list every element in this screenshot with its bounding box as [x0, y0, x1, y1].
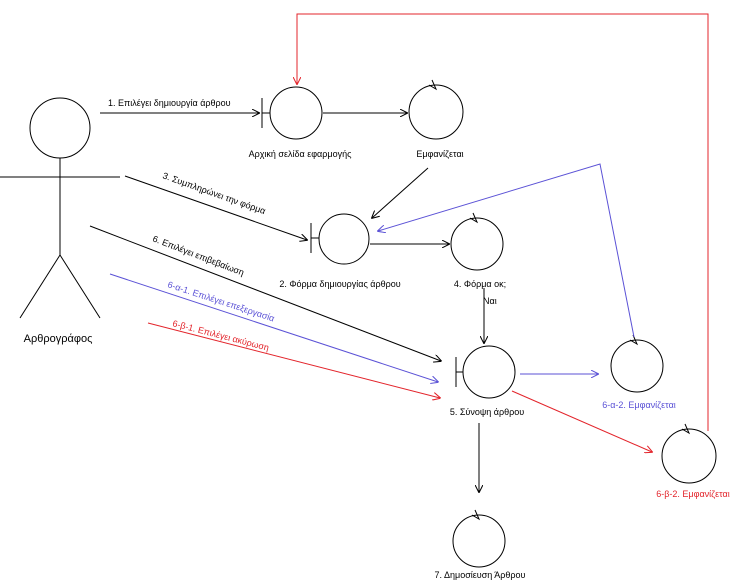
arrow-m6a1 [109, 273, 438, 382]
arrow-m6b1 [147, 322, 440, 398]
control-displayed-6b2[interactable] [661, 423, 717, 484]
form-ok-label: 4. Φόρμα οκ; [454, 279, 506, 289]
home-page-label: Αρχική σελίδα εφαρμογής [249, 149, 352, 159]
actor-head [29, 97, 91, 159]
arrow-m6 [89, 225, 441, 361]
displayed-1-label: Εμφανίζεται [416, 149, 463, 159]
control-form-ok[interactable] [450, 212, 504, 271]
create-form-label: 2. Φόρμα δημιουργίας άρθρου [279, 279, 400, 289]
actor-label: Αρθρογράφος [24, 333, 93, 345]
actor-left-leg [19, 254, 61, 319]
arrow-6a2-back-to-form [378, 163, 635, 338]
control-displayed-6a2[interactable] [610, 334, 664, 393]
control-displayed-1[interactable] [408, 79, 464, 140]
message-m1: 1. Επιλέγει δημιουργία άρθρου [108, 98, 231, 108]
arrow-summary-to-6b2 [511, 390, 652, 452]
actor-stick-figure [0, 97, 120, 319]
summary-label: 5. Σύνοψη άρθρου [450, 407, 524, 417]
publish-label: 7. Δημοσίευση Άρθρου [435, 570, 526, 580]
message-m6a1: 6-α-1. Επιλέγει επεξεργασία [166, 279, 275, 323]
actor-right-leg [59, 254, 101, 319]
message-m6: 6. Επιλέγει επιβεβαίωση [151, 234, 245, 278]
boundary-home-page[interactable] [261, 86, 323, 140]
arrow-6b2-back-to-home [297, 13, 709, 431]
boundary-summary[interactable] [455, 345, 516, 399]
arrow-displayed-to-form [372, 167, 429, 218]
boundary-create-form[interactable] [310, 213, 370, 265]
message-m3: 3. Συμπληρώνει την φόρμα [161, 170, 267, 216]
displayed-6b2-label: 6-β-2. Εμφανίζεται [656, 489, 730, 499]
arrow-m3 [124, 175, 307, 240]
displayed-6a2-label: 6-α-2. Εμφανίζεται [602, 400, 676, 410]
message-m6b1: 6-β-1. Επιλέγει ακύρωση [171, 318, 270, 353]
control-publish[interactable] [452, 509, 506, 568]
yes-label: Ναι [483, 296, 497, 306]
